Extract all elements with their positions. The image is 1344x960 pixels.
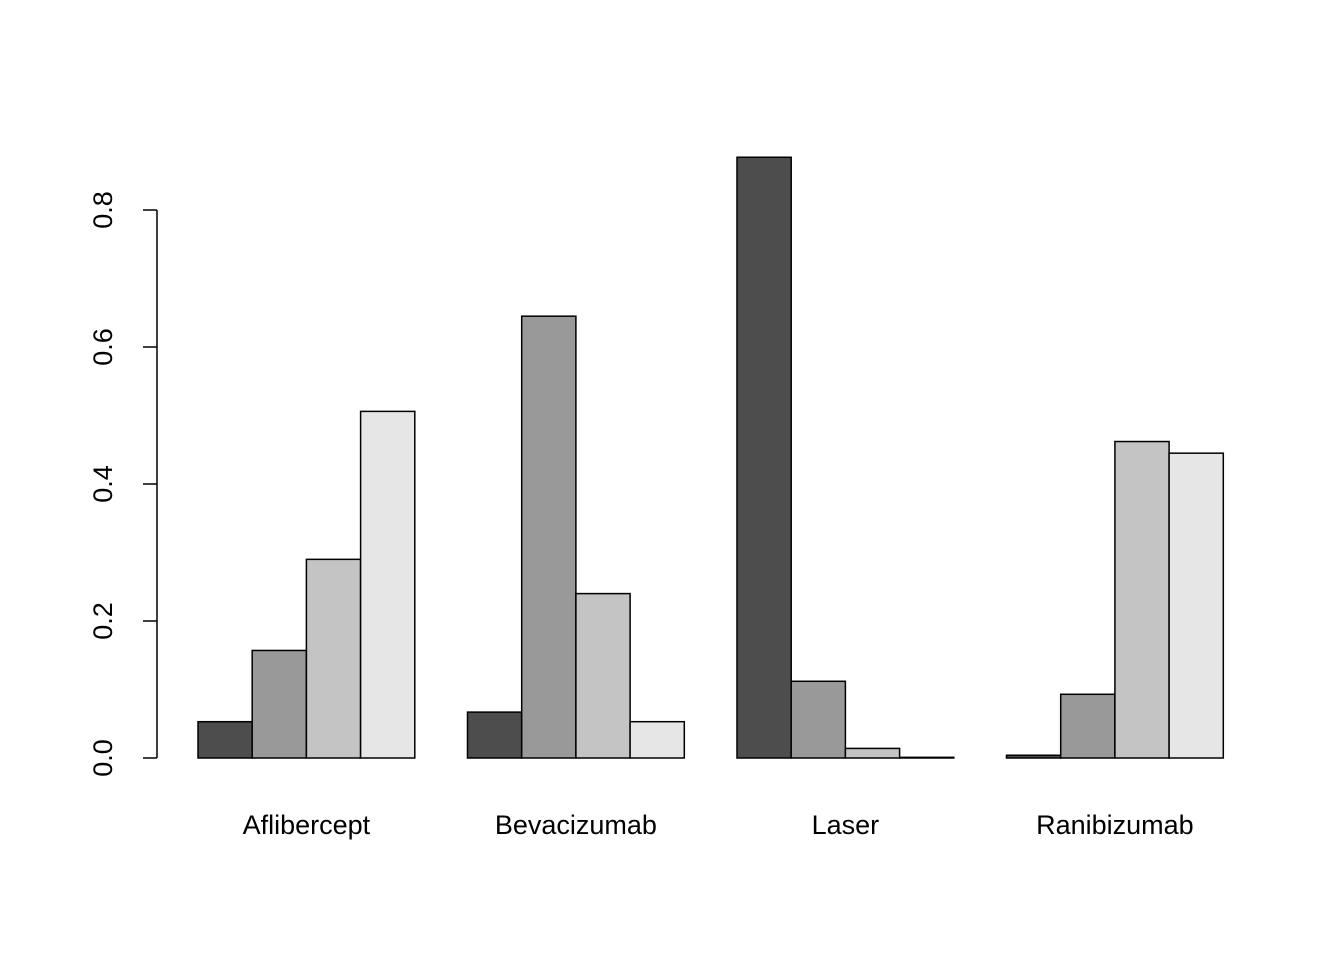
- bar: [1114, 440, 1170, 759]
- bar: [520, 315, 577, 759]
- bar-group: [466, 315, 686, 759]
- bar: [1005, 754, 1062, 759]
- category-label: Aflibercept: [243, 810, 371, 840]
- bar-group: [1005, 440, 1225, 759]
- bar: [1059, 693, 1116, 759]
- category-label: Ranibizumab: [1036, 810, 1194, 840]
- bar: [466, 711, 523, 759]
- y-tick-label: 0.8: [88, 191, 118, 229]
- bar: [575, 592, 631, 759]
- y-axis: 0.0 0.2 0.4 0.6 0.8: [88, 191, 158, 777]
- bar-group: [197, 410, 416, 759]
- bar: [790, 680, 847, 759]
- bar: [736, 156, 792, 759]
- y-tick-label: 0.0: [88, 739, 118, 777]
- y-tick-label: 0.2: [88, 602, 118, 640]
- bar: [844, 747, 901, 759]
- category-label: Bevacizumab: [495, 810, 657, 840]
- bar: [1168, 452, 1225, 759]
- bar: [197, 720, 253, 759]
- bar: [898, 756, 955, 759]
- bar-groups: [197, 156, 1225, 759]
- bar-group: [736, 156, 955, 759]
- bar: [359, 410, 416, 759]
- bar: [251, 649, 308, 759]
- x-axis-labels: Aflibercept Bevacizumab Laser Ranibizumab: [243, 810, 1194, 840]
- bar: [305, 558, 362, 759]
- y-tick-label: 0.6: [88, 328, 118, 366]
- category-label: Laser: [812, 810, 880, 840]
- y-tick-label: 0.4: [88, 465, 118, 503]
- bar: [629, 720, 686, 759]
